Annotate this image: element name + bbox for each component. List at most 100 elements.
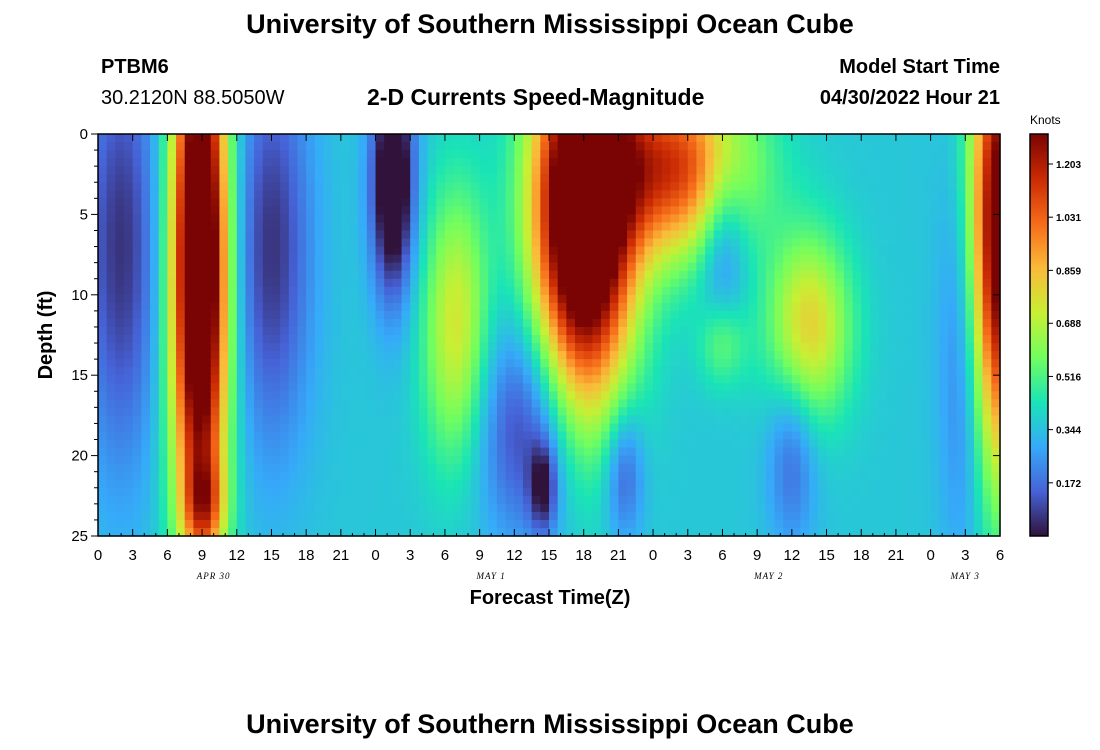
heatmap-cell: [262, 487, 273, 497]
heatmap-cell: [809, 198, 819, 207]
heatmap-cell: [202, 166, 212, 175]
heatmap-cell: [826, 383, 836, 392]
heatmap-cell: [601, 238, 611, 248]
heatmap-cell: [653, 335, 663, 344]
heatmap-cell: [132, 463, 142, 473]
heatmap-cell: [427, 318, 437, 328]
heatmap-cell: [323, 351, 333, 360]
heatmap-cell: [271, 343, 281, 352]
heatmap-cell: [254, 351, 264, 360]
heatmap-cell: [895, 134, 906, 143]
heatmap-cell: [618, 230, 628, 240]
heatmap-cell: [835, 198, 845, 207]
heatmap-cell: [930, 351, 940, 360]
heatmap-cell: [271, 294, 281, 304]
heatmap-cell: [601, 302, 611, 312]
heatmap-cell: [210, 198, 221, 207]
heatmap-cell: [254, 198, 264, 207]
heatmap-cell: [444, 254, 455, 264]
heatmap-cell: [375, 471, 385, 481]
heatmap-cell: [887, 286, 897, 296]
heatmap-cell: [323, 463, 333, 473]
heatmap-cell: [124, 190, 134, 199]
heatmap-cell: [167, 391, 177, 400]
heatmap-cell: [644, 463, 654, 473]
heatmap-cell: [843, 174, 854, 183]
heatmap-cell: [314, 471, 325, 481]
heatmap-cell: [861, 254, 871, 264]
heatmap-cell: [132, 302, 142, 312]
heatmap-cell: [549, 214, 559, 224]
heatmap-cell: [150, 302, 160, 312]
heatmap-cell: [436, 174, 446, 183]
heatmap-cell: [470, 375, 481, 384]
heatmap-cell: [696, 262, 706, 272]
heatmap-cell: [861, 439, 871, 449]
heatmap-cell: [713, 463, 724, 473]
heatmap-cell: [262, 415, 273, 425]
heatmap-cell: [748, 134, 758, 143]
heatmap-cell: [280, 222, 290, 232]
heatmap-cell: [340, 487, 351, 497]
heatmap-cell: [696, 375, 706, 384]
heatmap-cell: [930, 326, 940, 336]
heatmap-cell: [653, 246, 663, 256]
heatmap-cell: [592, 326, 602, 336]
heatmap-cell: [358, 198, 368, 207]
heatmap-cell: [722, 326, 732, 336]
heatmap-cell: [349, 431, 359, 441]
heatmap-cell: [384, 511, 394, 521]
heatmap-cell: [878, 431, 888, 441]
heatmap-cell: [644, 519, 654, 529]
heatmap-cell: [783, 359, 793, 368]
heatmap-cell: [921, 222, 932, 232]
heatmap-cell: [358, 399, 368, 408]
heatmap-cell: [817, 439, 828, 449]
heatmap-cell: [765, 471, 776, 481]
heatmap-cell: [835, 375, 845, 384]
heatmap-cell: [297, 391, 307, 400]
heatmap-cell: [635, 142, 645, 151]
heatmap-cell: [869, 495, 880, 505]
heatmap-cell: [861, 471, 871, 481]
heatmap-cell: [809, 190, 819, 199]
heatmap-cell: [306, 286, 316, 296]
heatmap-cell: [444, 182, 455, 191]
heatmap-cell: [384, 198, 394, 207]
heatmap-cell: [427, 367, 437, 376]
heatmap-cell: [774, 142, 784, 151]
heatmap-cell: [956, 262, 966, 272]
heatmap-cell: [150, 511, 160, 521]
heatmap-cell: [106, 367, 116, 376]
heatmap-cell: [817, 214, 828, 224]
heatmap-cell: [653, 359, 663, 368]
heatmap-cell: [167, 487, 177, 497]
heatmap-cell: [713, 270, 724, 280]
heatmap-cell: [687, 519, 698, 529]
heatmap-cell: [488, 150, 498, 159]
heatmap-cell: [306, 198, 316, 207]
heatmap-cell: [106, 134, 116, 143]
heatmap-cell: [705, 310, 715, 320]
heatmap-cell: [496, 527, 507, 537]
heatmap-cell: [418, 230, 429, 240]
heatmap-cell: [557, 351, 567, 360]
heatmap-cell: [575, 150, 585, 159]
heatmap-cell: [245, 302, 255, 312]
heatmap-cell: [722, 254, 732, 264]
heatmap-cell: [835, 286, 845, 296]
heatmap-cell: [644, 375, 654, 384]
heatmap-cell: [444, 142, 455, 151]
heatmap-cell: [462, 343, 472, 352]
heatmap-cell: [505, 471, 515, 481]
heatmap-cell: [392, 134, 403, 143]
heatmap-cell: [731, 479, 741, 489]
heatmap-cell: [115, 527, 125, 537]
heatmap-cell: [609, 286, 619, 296]
heatmap-cell: [349, 487, 359, 497]
heatmap-cell: [913, 367, 923, 376]
heatmap-cell: [401, 335, 411, 344]
heatmap-cell: [887, 270, 897, 280]
heatmap-cell: [488, 278, 498, 288]
heatmap-cell: [496, 182, 507, 191]
